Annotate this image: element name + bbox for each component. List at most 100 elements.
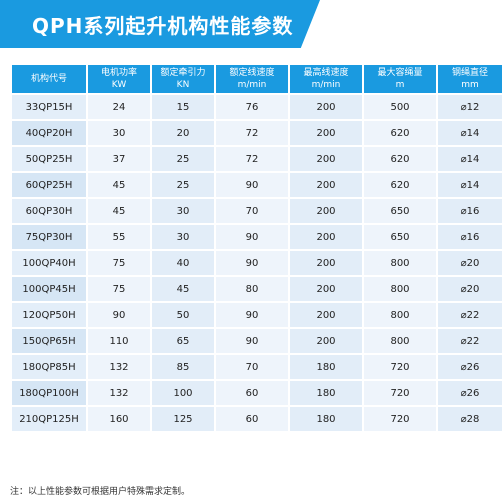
table-cell: 180 [290, 407, 362, 431]
table-cell: 180 [290, 355, 362, 379]
table-cell: 200 [290, 225, 362, 249]
column-header-traction: 额定牵引力 KN [152, 65, 214, 93]
table-cell: 800 [364, 303, 436, 327]
column-header-rope-diameter: 钢绳直径 mm [438, 65, 502, 93]
table-cell: 40 [152, 251, 214, 275]
table-header-row: 机构代号 电机功率 KW 额定牵引力 KN 额定线速度 m/min 最高线速度 m/mi… [12, 65, 502, 93]
table-row: 180QP85H 132 85 70 180 720 ⌀26 [12, 355, 502, 379]
table-cell: 200 [290, 251, 362, 275]
table-cell: 70 [216, 199, 288, 223]
table-cell: 24 [88, 95, 150, 119]
table-cell: 180 [290, 381, 362, 405]
table-cell: 60QP25H [12, 173, 86, 197]
table-cell: ⌀16 [438, 199, 502, 223]
table-cell: 72 [216, 147, 288, 171]
table-row: 100QP40H 75 40 90 200 800 ⌀20 [12, 251, 502, 275]
table-row: 60QP25H 45 25 90 200 620 ⌀14 [12, 173, 502, 197]
table-cell: 200 [290, 147, 362, 171]
table-cell: 60 [216, 407, 288, 431]
table-cell: 125 [152, 407, 214, 431]
table-cell: 720 [364, 407, 436, 431]
table-cell: 75 [88, 277, 150, 301]
table-cell: 33QP15H [12, 95, 86, 119]
table-cell: 40QP20H [12, 121, 86, 145]
table-cell: ⌀28 [438, 407, 502, 431]
table-cell: 72 [216, 121, 288, 145]
table-cell: 45 [88, 199, 150, 223]
table-row: 100QP45H 75 45 80 200 800 ⌀20 [12, 277, 502, 301]
table-cell: ⌀14 [438, 121, 502, 145]
table-cell: 200 [290, 121, 362, 145]
table-cell: 800 [364, 277, 436, 301]
table-cell: 90 [216, 329, 288, 353]
table-cell: 650 [364, 199, 436, 223]
table-cell: ⌀16 [438, 225, 502, 249]
table-cell: 76 [216, 95, 288, 119]
table-cell: 90 [216, 251, 288, 275]
table-cell: 800 [364, 329, 436, 353]
table-cell: ⌀14 [438, 147, 502, 171]
table-cell: 80 [216, 277, 288, 301]
table-body: 33QP15H 24 15 76 200 500 ⌀12 40QP20H 30 20 72 200 62… [12, 95, 502, 431]
table-cell: 60QP30H [12, 199, 86, 223]
footnote: 注：以上性能参数可根据用户特殊需求定制。 [10, 487, 191, 497]
column-header-power: 电机功率 KW [88, 65, 150, 93]
table-cell: 75 [88, 251, 150, 275]
table-cell: 30 [152, 199, 214, 223]
title-banner: QPH系列起升机构性能参数 [0, 0, 320, 48]
table-cell: 70 [216, 355, 288, 379]
table-cell: 720 [364, 381, 436, 405]
table-cell: 45 [152, 277, 214, 301]
table-cell: 65 [152, 329, 214, 353]
table-cell: 200 [290, 199, 362, 223]
table-cell: 132 [88, 355, 150, 379]
table-cell: 620 [364, 121, 436, 145]
table-cell: 160 [88, 407, 150, 431]
table-cell: 132 [88, 381, 150, 405]
column-header-rope-capacity: 最大容绳量 m [364, 65, 436, 93]
table-row: 33QP15H 24 15 76 200 500 ⌀12 [12, 95, 502, 119]
table-cell: 110 [88, 329, 150, 353]
table-cell: 30 [88, 121, 150, 145]
table-cell: 50 [152, 303, 214, 327]
table-cell: ⌀12 [438, 95, 502, 119]
table-cell: 15 [152, 95, 214, 119]
table-cell: 75QP30H [12, 225, 86, 249]
table-cell: 90 [88, 303, 150, 327]
table-cell: 30 [152, 225, 214, 249]
table-cell: 85 [152, 355, 214, 379]
table-cell: 650 [364, 225, 436, 249]
table-cell: 200 [290, 303, 362, 327]
table-cell: 90 [216, 225, 288, 249]
column-header-code: 机构代号 [12, 65, 86, 93]
table-cell: ⌀26 [438, 381, 502, 405]
table-cell: 100 [152, 381, 214, 405]
table-cell: ⌀20 [438, 251, 502, 275]
table-cell: 200 [290, 329, 362, 353]
table-cell: 50QP25H [12, 147, 86, 171]
table-cell: 90 [216, 173, 288, 197]
table-cell: 200 [290, 277, 362, 301]
table-cell: 100QP45H [12, 277, 86, 301]
table-row: 210QP125H 160 125 60 180 720 ⌀28 [12, 407, 502, 431]
table-cell: 120QP50H [12, 303, 86, 327]
table-cell: 620 [364, 147, 436, 171]
table-cell: 200 [290, 173, 362, 197]
table-cell: 500 [364, 95, 436, 119]
table-cell: 37 [88, 147, 150, 171]
table-cell: 620 [364, 173, 436, 197]
table-row: 120QP50H 90 50 90 200 800 ⌀22 [12, 303, 502, 327]
table-row: 150QP65H 110 65 90 200 800 ⌀22 [12, 329, 502, 353]
table-cell: 60 [216, 381, 288, 405]
table-cell: ⌀22 [438, 303, 502, 327]
table-cell: 25 [152, 147, 214, 171]
table-cell: 25 [152, 173, 214, 197]
table-row: 75QP30H 55 30 90 200 650 ⌀16 [12, 225, 502, 249]
table-row: 60QP30H 45 30 70 200 650 ⌀16 [12, 199, 502, 223]
table-cell: 800 [364, 251, 436, 275]
table-cell: 45 [88, 173, 150, 197]
table-cell: 180QP100H [12, 381, 86, 405]
table-cell: 210QP125H [12, 407, 86, 431]
table-row: 50QP25H 37 25 72 200 620 ⌀14 [12, 147, 502, 171]
column-header-max-speed: 最高线速度 m/min [290, 65, 362, 93]
